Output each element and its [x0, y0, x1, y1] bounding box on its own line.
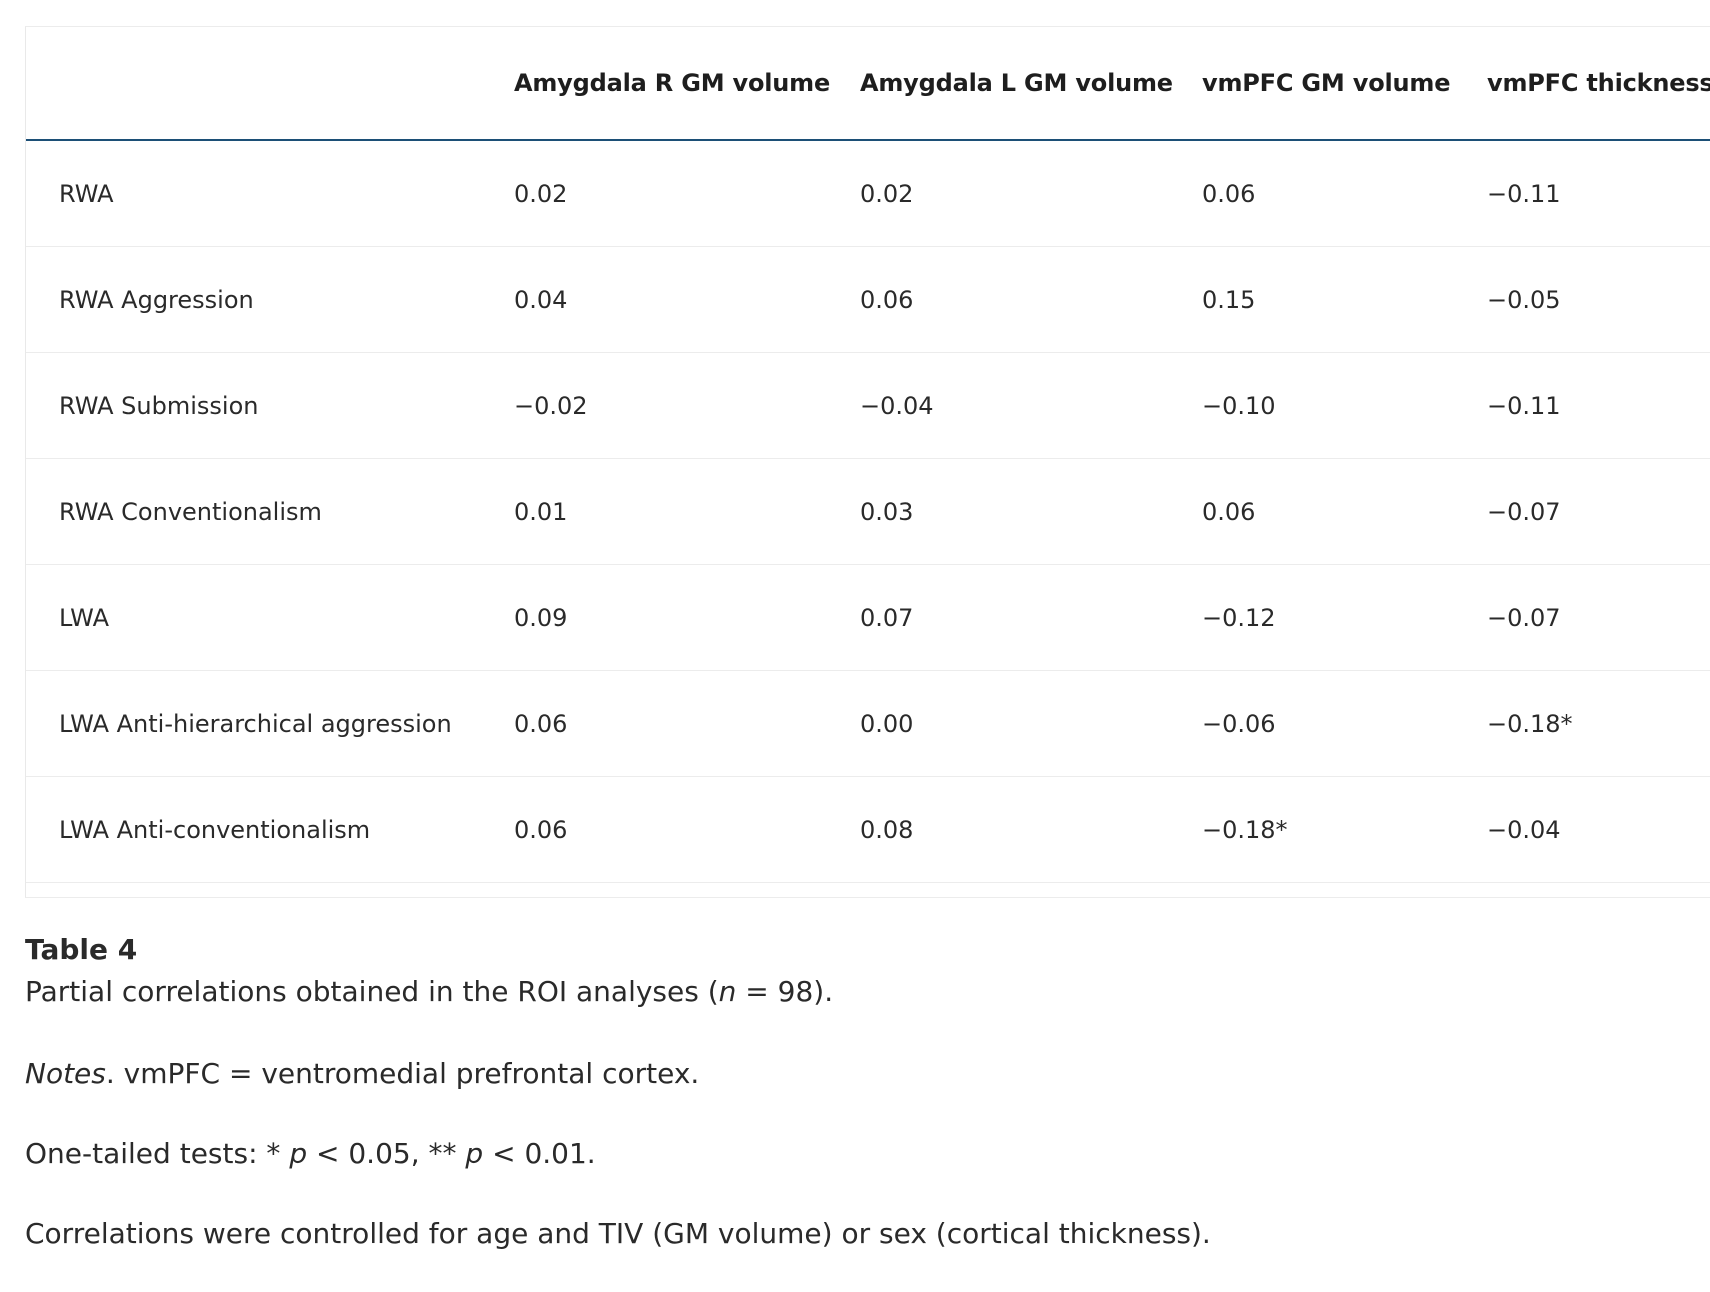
cell-value: −0.04 — [1487, 776, 1710, 883]
table-header-row: Amygdala R GM volume Amygdala L GM volum… — [26, 27, 1710, 141]
cell-value: −0.07 — [1487, 564, 1710, 671]
cell-value: 0.06 — [1202, 458, 1487, 565]
table-row: RWA Submission −0.02 −0.04 −0.10 −0.11 — [26, 352, 1710, 459]
notes-line: Notes. vmPFC = ventromedial prefrontal c… — [25, 1052, 1625, 1096]
cell-value: −0.02 — [514, 352, 860, 459]
caption-desc-n: n — [718, 975, 737, 1008]
tests-p1: p — [289, 1137, 308, 1170]
cell-value: 0.08 — [860, 776, 1202, 883]
row-label: LWA — [26, 564, 514, 671]
cell-value: 0.02 — [514, 140, 860, 247]
row-label: LWA Anti-hierarchical aggression — [26, 670, 514, 777]
cell-value: 0.06 — [514, 670, 860, 777]
cell-value: −0.06 — [1202, 670, 1487, 777]
caption-desc-prefix: Partial correlations obtained in the ROI… — [25, 975, 719, 1008]
tests-line: One-tailed tests: * p < 0.05, ** p < 0.0… — [25, 1132, 1625, 1176]
cell-value: −0.12 — [1202, 564, 1487, 671]
tests-prefix: One-tailed tests: * — [25, 1137, 290, 1170]
cell-value: −0.10 — [1202, 352, 1487, 459]
cell-value: 0.06 — [1202, 140, 1487, 247]
cell-value: 0.15 — [1202, 246, 1487, 353]
header-amygdala-r: Amygdala R GM volume — [514, 27, 860, 141]
tests-mid: < 0.05, ** — [307, 1137, 466, 1170]
notes-text: . vmPFC = ventromedial prefrontal cortex… — [105, 1057, 700, 1090]
cell-value: −0.05 — [1487, 246, 1710, 353]
correlation-table-container: Amygdala R GM volume Amygdala L GM volum… — [25, 26, 1710, 898]
caption-desc-suffix: = 98). — [736, 975, 834, 1008]
table-row: LWA 0.09 0.07 −0.12 −0.07 — [26, 564, 1710, 671]
cell-value: 0.07 — [860, 564, 1202, 671]
cell-value: 0.06 — [514, 776, 860, 883]
cell-value: 0.06 — [860, 246, 1202, 353]
table-row: RWA 0.02 0.02 0.06 −0.11 — [26, 140, 1710, 247]
cell-value: 0.03 — [860, 458, 1202, 565]
table-row: LWA Anti-conventionalism 0.06 0.08 −0.18… — [26, 776, 1710, 883]
caption-description: Partial correlations obtained in the ROI… — [25, 970, 1625, 1014]
row-label: RWA Submission — [26, 352, 514, 459]
notes-label: Notes — [25, 1057, 106, 1090]
table-row: LWA Anti-hierarchical aggression 0.06 0.… — [26, 670, 1710, 777]
table-row: RWA Aggression 0.04 0.06 0.15 −0.05 — [26, 246, 1710, 353]
table-caption: Table 4 Partial correlations obtained in… — [25, 930, 1625, 1292]
caption-title: Table 4 — [25, 933, 138, 966]
cell-value: −0.11 — [1487, 140, 1710, 247]
header-vmpfc-gm: vmPFC GM volume — [1202, 27, 1487, 141]
tests-suffix: < 0.01. — [483, 1137, 596, 1170]
row-label: LWA Anti-conventionalism — [26, 776, 514, 883]
header-amygdala-l: Amygdala L GM volume — [860, 27, 1202, 141]
cell-value: −0.11 — [1487, 352, 1710, 459]
row-label: RWA Conventionalism — [26, 458, 514, 565]
row-label: RWA — [26, 140, 514, 247]
cell-value: 0.00 — [860, 670, 1202, 777]
header-empty — [26, 27, 514, 141]
cell-value: 0.09 — [514, 564, 860, 671]
table-row: RWA Conventionalism 0.01 0.03 0.06 −0.07 — [26, 458, 1710, 565]
cell-value: 0.01 — [514, 458, 860, 565]
correlation-table: Amygdala R GM volume Amygdala L GM volum… — [26, 27, 1710, 883]
row-label: RWA Aggression — [26, 246, 514, 353]
controls-line: Correlations were controlled for age and… — [25, 1217, 1211, 1250]
cell-value: 0.04 — [514, 246, 860, 353]
tests-p2: p — [465, 1137, 484, 1170]
cell-value: −0.04 — [860, 352, 1202, 459]
cell-value: −0.07 — [1487, 458, 1710, 565]
cell-value: −0.18* — [1487, 670, 1710, 777]
cell-value: 0.02 — [860, 140, 1202, 247]
header-vmpfc-thickness: vmPFC thickness — [1487, 27, 1710, 141]
cell-value: −0.18* — [1202, 776, 1487, 883]
